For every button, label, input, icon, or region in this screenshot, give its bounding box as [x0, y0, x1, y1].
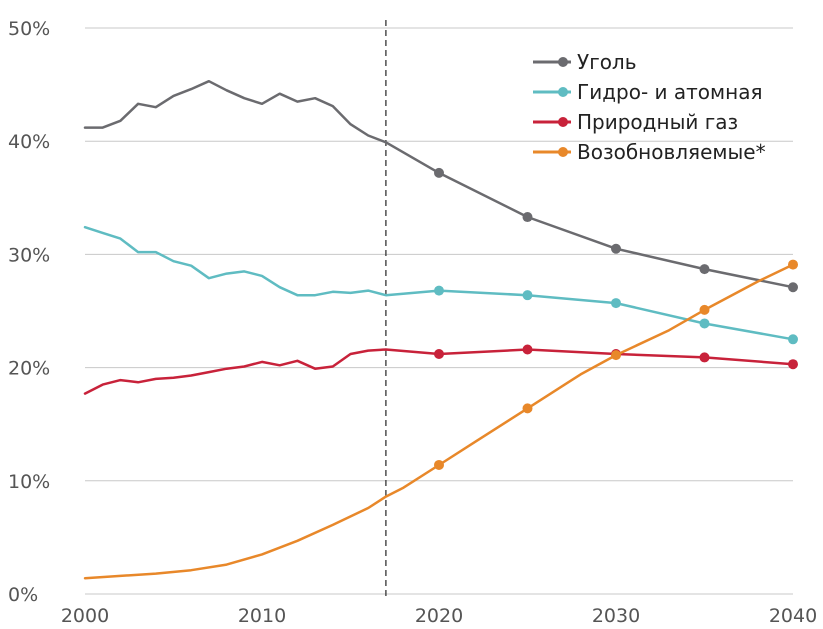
- data-point: [788, 334, 798, 345]
- series-3: [83, 344, 798, 395]
- x-tick-label: 2040: [769, 605, 817, 627]
- data-point: [788, 259, 798, 270]
- y-axis-tick-labels: 0% 10% 20% 30% 40% 50%: [8, 18, 50, 606]
- series-line: [83, 225, 795, 341]
- x-axis-tick-labels: 2000 2010 2020 2030 2040: [61, 605, 817, 627]
- data-point: [611, 298, 621, 309]
- y-tick-label: 40%: [8, 131, 50, 153]
- legend-item: Возобновляемые*: [533, 140, 766, 164]
- data-point: [522, 344, 533, 355]
- y-tick-label: 10%: [8, 471, 50, 493]
- series-line: [83, 79, 795, 289]
- legend-item: Природный газ: [533, 110, 738, 134]
- gridlines: [85, 27, 793, 595]
- data-point: [434, 459, 444, 470]
- data-point: [699, 318, 710, 329]
- series-2: [83, 225, 798, 345]
- x-tick-label: 2010: [238, 605, 286, 627]
- data-point: [522, 403, 533, 414]
- data-point: [699, 264, 710, 275]
- data-point: [434, 167, 444, 178]
- data-point: [699, 352, 710, 363]
- legend-item: Гидро- и атомная: [533, 80, 762, 104]
- y-tick-label: 30%: [8, 244, 50, 266]
- x-tick-label: 2020: [415, 605, 463, 627]
- y-tick-label: 50%: [8, 18, 50, 40]
- legend-item: Уголь: [533, 50, 637, 74]
- series-line: [83, 263, 795, 580]
- legend: Уголь Гидро- и атомная Природный газ Возобн…: [533, 50, 766, 164]
- data-point: [611, 243, 621, 254]
- data-point: [522, 290, 533, 301]
- legend-swatch-dot: [558, 57, 568, 67]
- legend-swatch-dot: [558, 147, 568, 157]
- series-lines: [83, 79, 798, 580]
- y-tick-label: 0%: [8, 584, 38, 606]
- legend-label: Гидро- и атомная: [577, 80, 762, 104]
- legend-swatch-dot: [558, 87, 568, 97]
- data-point: [611, 350, 621, 361]
- data-point: [434, 349, 444, 360]
- data-point: [434, 285, 444, 296]
- data-point: [788, 282, 798, 293]
- legend-label: Природный газ: [577, 110, 738, 134]
- data-point: [788, 359, 798, 370]
- x-tick-label: 2030: [592, 605, 640, 627]
- y-tick-label: 20%: [8, 358, 50, 380]
- legend-label: Уголь: [577, 50, 637, 74]
- data-point: [699, 304, 710, 315]
- x-tick-label: 2000: [61, 605, 109, 627]
- legend-swatch-dot: [558, 117, 568, 127]
- data-point: [522, 212, 533, 223]
- legend-label: Возобновляемые*: [577, 140, 766, 164]
- series-4: [83, 259, 798, 580]
- series-1: [83, 79, 798, 293]
- series-line: [83, 348, 795, 395]
